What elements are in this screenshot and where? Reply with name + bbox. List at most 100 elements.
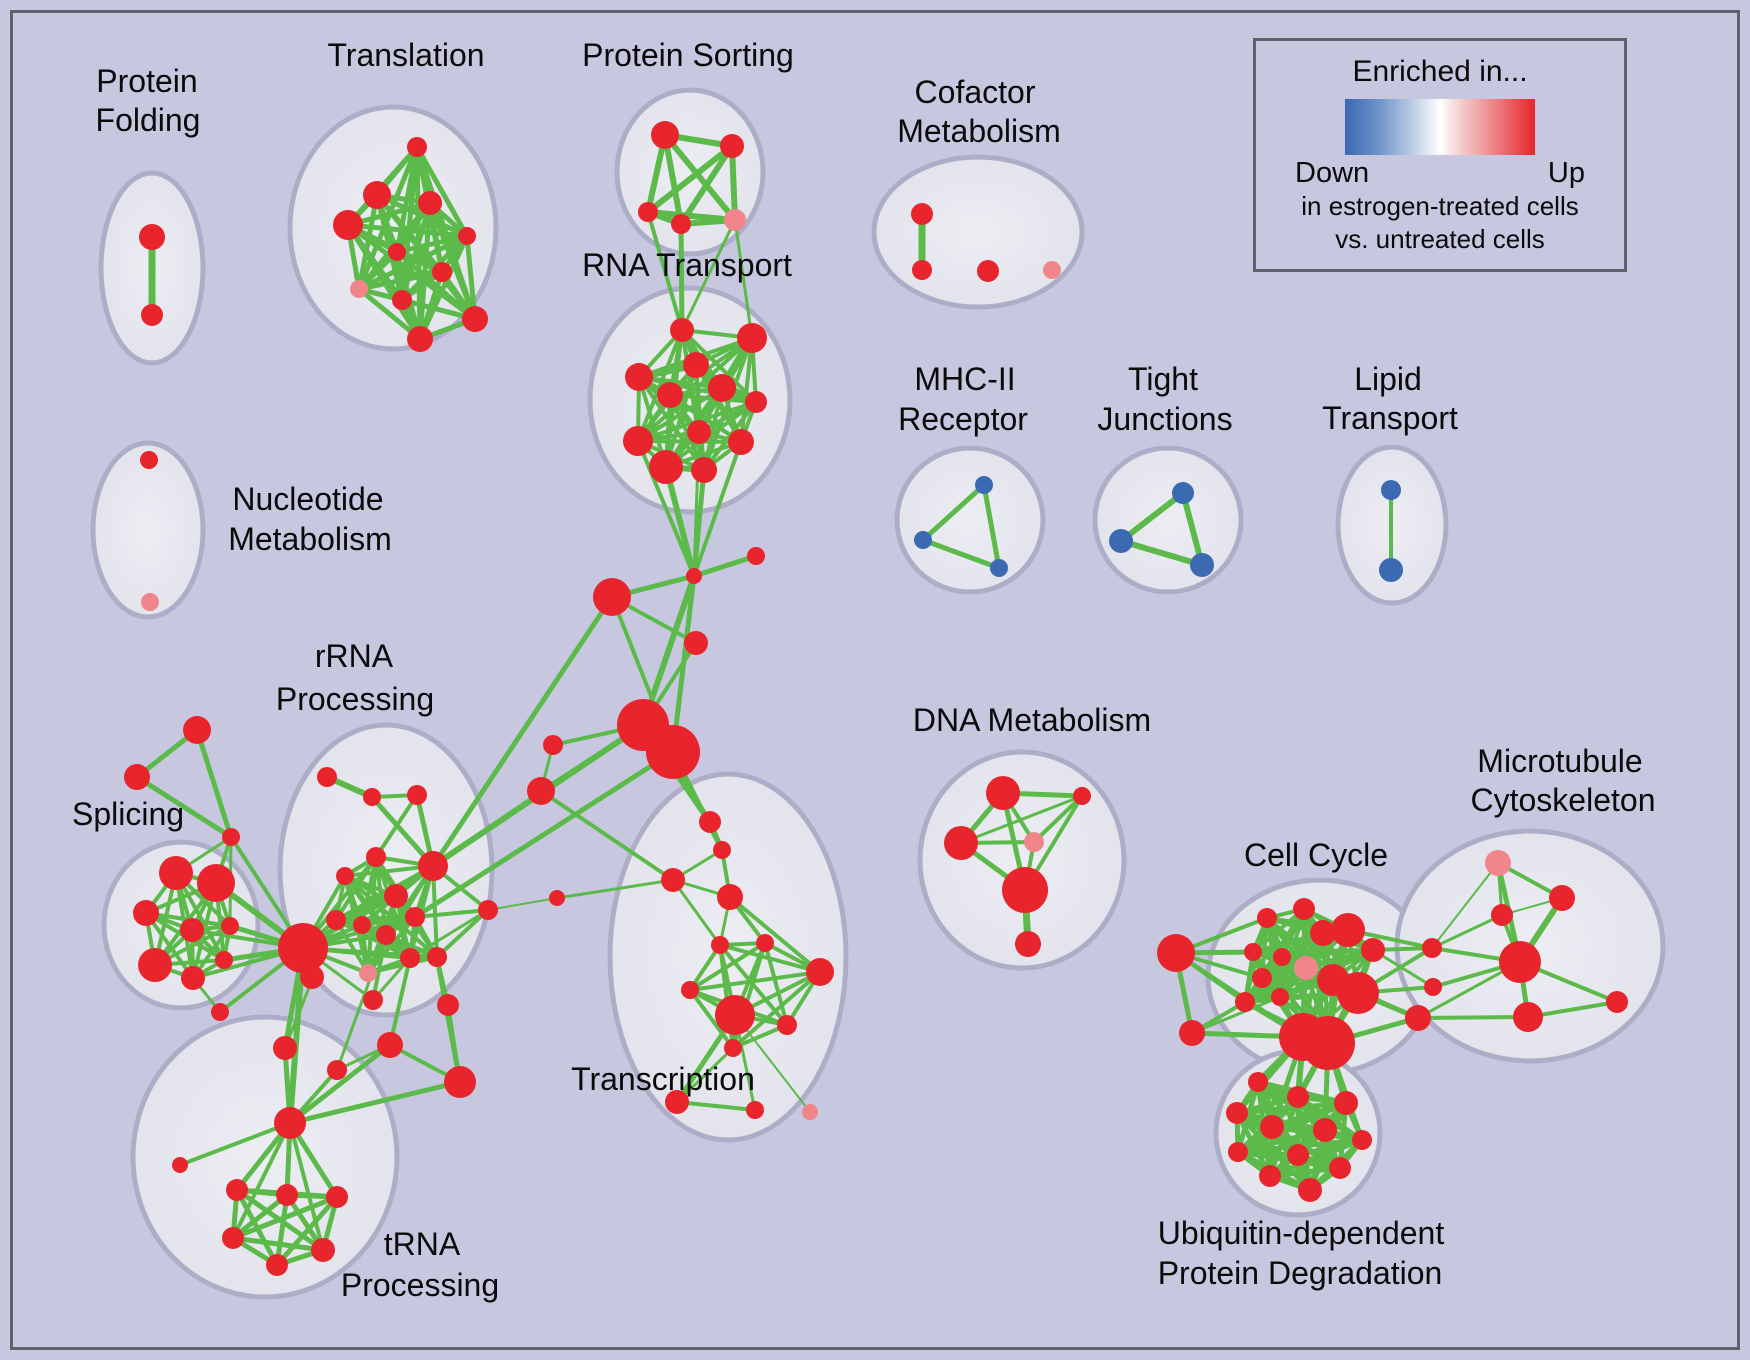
network-node: [1235, 992, 1255, 1012]
network-node: [1271, 988, 1289, 1006]
network-node: [1228, 1142, 1248, 1162]
network-node: [686, 568, 702, 584]
network-node: [912, 260, 932, 280]
cluster-label-microtubule-cytoskeleton: Cytoskeleton: [1471, 782, 1656, 818]
network-node: [1244, 943, 1262, 961]
network-node: [1549, 885, 1575, 911]
network-edge: [347, 222, 468, 239]
network-edge: [763, 942, 789, 1026]
network-edge: [1120, 538, 1203, 568]
network-edge: [1281, 948, 1374, 959]
network-edge: [370, 795, 435, 868]
cluster-label-nucleotide-metabolism: Nucleotide: [232, 481, 383, 517]
network-node: [221, 917, 239, 935]
network-node: [388, 243, 406, 261]
network-edge: [288, 1122, 325, 1251]
network-edge: [414, 908, 489, 919]
network-edge: [922, 537, 1000, 571]
network-node: [684, 631, 708, 655]
network-node: [1109, 529, 1133, 553]
network-edge: [733, 219, 754, 339]
cluster-ellipse-tight-junctions: [1092, 445, 1244, 595]
cluster-label-tight-junctions: Tight: [1128, 361, 1198, 397]
network-node: [326, 910, 346, 930]
network-edge: [693, 553, 757, 579]
network-edge: [662, 134, 684, 225]
network-node: [1361, 938, 1385, 962]
network-node: [336, 867, 354, 885]
network-node: [432, 262, 452, 282]
network-node: [1179, 1020, 1205, 1046]
cluster-label-protein-folding: Protein: [96, 63, 197, 99]
network-node: [683, 352, 709, 378]
network-node: [914, 531, 932, 549]
cluster-label-ubiquitin-degradation: Protein Degradation: [1158, 1255, 1443, 1291]
network-node: [1259, 1165, 1281, 1187]
network-node: [1252, 968, 1272, 988]
cluster-ellipse-cofactor-metabolism: [871, 154, 1085, 310]
network-node: [681, 981, 699, 999]
network-node: [1329, 1157, 1351, 1179]
network-node: [326, 1186, 348, 1208]
cluster-ellipse-mhc-ii-receptor: [894, 445, 1046, 595]
network-node: [977, 260, 999, 282]
cluster-label-cofactor-metabolism: Metabolism: [897, 113, 1061, 149]
network-edge: [334, 918, 370, 975]
network-node: [222, 828, 240, 846]
network-edge: [430, 595, 615, 868]
network-node: [363, 181, 391, 209]
network-edge: [734, 1014, 811, 1113]
network-edge: [556, 878, 674, 900]
cluster-label-cofactor-metabolism: Cofactor: [915, 74, 1036, 110]
network-edge: [646, 211, 684, 331]
network-node: [353, 916, 371, 934]
network-node: [593, 578, 631, 616]
network-node: [183, 716, 211, 744]
cluster-label-dna-metabolism: DNA Metabolism: [913, 702, 1151, 738]
network-node: [1260, 1115, 1284, 1139]
network-edge: [921, 483, 986, 542]
network-edge: [1431, 913, 1503, 950]
network-node: [737, 323, 767, 353]
network-edge: [274, 1194, 290, 1266]
network-node: [711, 936, 729, 954]
network-node: [1024, 832, 1044, 852]
network-node: [1424, 978, 1442, 996]
network-node: [746, 1101, 764, 1119]
network-node: [418, 191, 442, 215]
network-edge: [396, 233, 468, 255]
network-node: [327, 1060, 347, 1080]
network-edge: [689, 970, 821, 992]
network-node: [159, 856, 193, 890]
network-node: [665, 1090, 689, 1114]
network-node: [625, 363, 653, 391]
network-node: [1337, 972, 1379, 1014]
network-edge: [671, 879, 722, 946]
network-node: [437, 994, 459, 1016]
network-edge: [464, 235, 478, 320]
network-edge: [1191, 995, 1281, 1035]
network-node: [802, 1104, 818, 1120]
network-edge: [435, 908, 490, 959]
network-node: [975, 476, 993, 494]
network-node: [1379, 558, 1403, 582]
network-edge: [231, 1122, 292, 1239]
network-edge: [692, 431, 701, 577]
network-edge: [275, 1195, 339, 1267]
network-node: [728, 429, 754, 455]
network-node: [986, 776, 1020, 810]
network-node: [226, 1179, 248, 1201]
network-edge: [232, 1235, 324, 1253]
network-node: [623, 426, 653, 456]
cluster-label-rna-transport: RNA Transport: [582, 247, 792, 283]
network-node: [713, 841, 731, 859]
network-node: [699, 811, 721, 833]
network-node: [1606, 991, 1628, 1013]
network-node: [1226, 1102, 1248, 1124]
network-edge: [179, 1121, 291, 1167]
network-node: [1002, 867, 1048, 913]
legend-context-line2: vs. untreated cells: [1335, 224, 1545, 254]
network-node: [363, 990, 383, 1010]
